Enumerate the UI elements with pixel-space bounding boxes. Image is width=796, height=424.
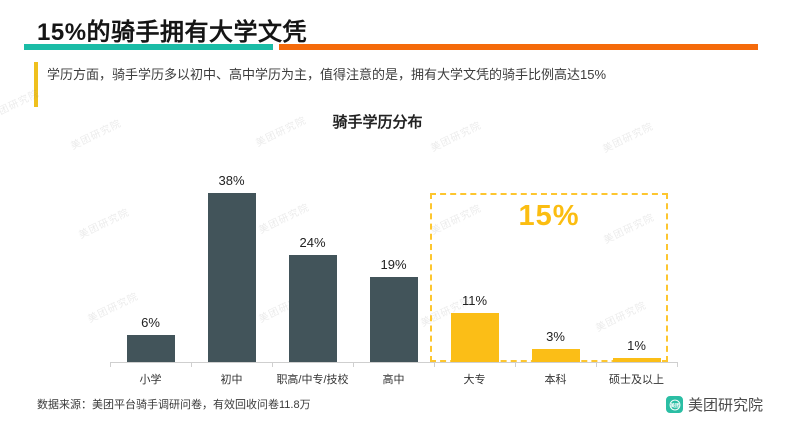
data-source-note: 数据来源：美团平台骑手调研问卷，有效回收问卷11.8万 bbox=[37, 399, 311, 411]
bar-slot: 1% bbox=[596, 338, 677, 362]
bar-小学 bbox=[126, 335, 175, 362]
bar-value-label: 3% bbox=[546, 329, 565, 344]
axis-tick bbox=[434, 362, 435, 367]
bar-value-label: 38% bbox=[218, 173, 245, 188]
category-label: 本科 bbox=[544, 374, 567, 386]
brand-logo-text: 美团研究院 bbox=[688, 397, 764, 414]
category-label: 初中 bbox=[220, 374, 243, 386]
axis-tick bbox=[596, 362, 597, 367]
meituan-logo-icon: 美团 bbox=[666, 396, 683, 413]
axis-tick bbox=[353, 362, 354, 367]
x-axis-line bbox=[110, 362, 678, 367]
category-row: 小学 初中 职高/中专/技校 高中 大专 本科 硕士及以上 bbox=[110, 371, 677, 387]
bar-职高/中专/技校 bbox=[288, 255, 337, 362]
brand-logo: 美团 美团研究院 bbox=[666, 394, 763, 415]
summary-text: 学历方面，骑手学历多以初中、高中学历为主，值得注意的是，拥有大学文凭的骑手比例高… bbox=[47, 67, 607, 82]
category-label: 高中 bbox=[382, 374, 405, 386]
axis-tick bbox=[191, 362, 192, 367]
bar-初中 bbox=[207, 193, 256, 362]
bar-slot: 19% bbox=[353, 257, 434, 362]
highlight-label: 15% bbox=[518, 200, 580, 232]
meituan-logo-icon-text: 美团 bbox=[669, 399, 680, 410]
title-underline-orange bbox=[279, 44, 758, 50]
category-label: 大专 bbox=[463, 374, 486, 386]
axis-tick bbox=[677, 362, 678, 367]
category-label: 硕士及以上 bbox=[609, 374, 664, 386]
title-underline-teal bbox=[24, 44, 273, 50]
bar-value-label: 19% bbox=[380, 257, 407, 272]
bar-slot: 6% bbox=[110, 315, 191, 362]
bar-value-label: 24% bbox=[299, 235, 326, 250]
bar-本科 bbox=[531, 349, 580, 362]
bar-硕士及以上 bbox=[612, 358, 661, 362]
axis-tick bbox=[515, 362, 516, 367]
bar-slot: 3% bbox=[515, 329, 596, 362]
bar-value-label: 6% bbox=[141, 315, 160, 330]
bar-value-label: 1% bbox=[627, 338, 646, 353]
axis-tick bbox=[110, 362, 111, 367]
axis-tick bbox=[272, 362, 273, 367]
bar-高中 bbox=[369, 277, 418, 362]
summary-callout: 学历方面，骑手学历多以初中、高中学历为主，值得注意的是，拥有大学文凭的骑手比例高… bbox=[34, 62, 734, 107]
page-title: 15%的骑手拥有大学文凭 bbox=[37, 19, 308, 46]
bar-大专 bbox=[450, 313, 499, 362]
bars-row: 6% 38% 24% 19% 11% 3% 1% bbox=[110, 170, 677, 362]
bar-slot: 38% bbox=[191, 173, 272, 362]
category-label: 职高/中专/技校 bbox=[276, 374, 349, 386]
category-label: 小学 bbox=[139, 374, 162, 386]
bar-slot: 11% bbox=[434, 293, 515, 362]
chart-title: 骑手学历分布 bbox=[332, 114, 423, 131]
bar-value-label: 11% bbox=[461, 293, 488, 308]
bar-slot: 24% bbox=[272, 235, 353, 362]
